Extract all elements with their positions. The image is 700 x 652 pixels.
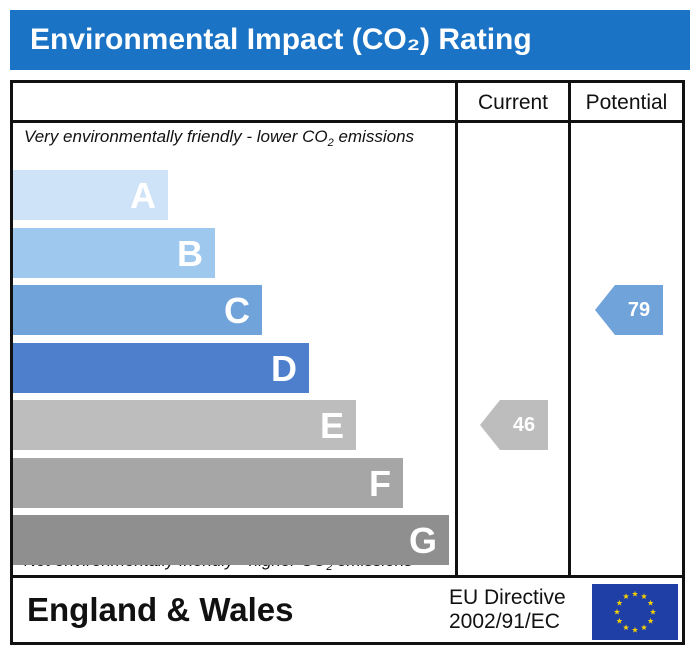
band-e: E [13, 400, 356, 450]
eu-star-icon [640, 624, 648, 631]
eu-star-icon [647, 599, 654, 606]
band-letter-c: C [224, 290, 250, 331]
region-label: England & Wales [27, 591, 294, 628]
band-letter-e: E [319, 405, 344, 446]
potential-column-header: Potential [585, 91, 668, 114]
eu-star-icon [640, 593, 648, 599]
eu-star-icon [622, 593, 630, 599]
eu-star-icon [649, 608, 657, 615]
eu-star-icon [616, 599, 623, 606]
column-divider-potential [568, 83, 571, 578]
current-rating-pointer: 46 [480, 400, 548, 450]
band-a: A [13, 170, 168, 220]
band-letter-g: G [408, 520, 437, 561]
band-letter-f: F [369, 463, 391, 504]
directive-line-1: EU Directive [449, 586, 566, 609]
eu-star-icon [613, 608, 621, 615]
band-letter-d: D [271, 348, 297, 389]
eu-directive-label: EU Directive 2002/91/EC [449, 586, 566, 634]
eu-star-icon [631, 590, 639, 597]
eu-star-icon [631, 626, 639, 633]
band-f: F [13, 458, 403, 508]
potential-rating-pointer: 79 [595, 285, 663, 335]
band-c: C [13, 285, 262, 335]
eu-star-icon [616, 617, 623, 624]
eu-star-icon [622, 624, 630, 631]
eu-star-icon [647, 617, 654, 624]
potential-rating-pointer-arrow [595, 285, 663, 335]
rating-frame: Current Potential Very environmentally f… [10, 80, 685, 645]
chart-title: Environmental Impact (CO₂) Rating [30, 23, 532, 56]
title-bar: Environmental Impact (CO₂) Rating [10, 10, 690, 70]
current-rating-pointer-arrow [480, 400, 548, 450]
potential-rating-pointer-value: 79 [627, 299, 651, 321]
directive-line-2: 2002/91/EC [449, 610, 560, 633]
current-column-header: Current [477, 91, 549, 114]
band-b: B [13, 228, 215, 278]
band-d: D [13, 343, 309, 393]
header-divider [13, 120, 682, 123]
top-caption: Very environmentally friendly - lower CO… [24, 127, 415, 149]
band-letter-a: A [130, 175, 156, 216]
current-rating-pointer-value: 46 [512, 414, 536, 436]
footer-divider [13, 575, 682, 578]
band-g: G [13, 515, 449, 565]
band-letter-b: B [177, 233, 203, 274]
eu-flag-icon [592, 584, 678, 640]
column-divider-current [455, 83, 458, 578]
